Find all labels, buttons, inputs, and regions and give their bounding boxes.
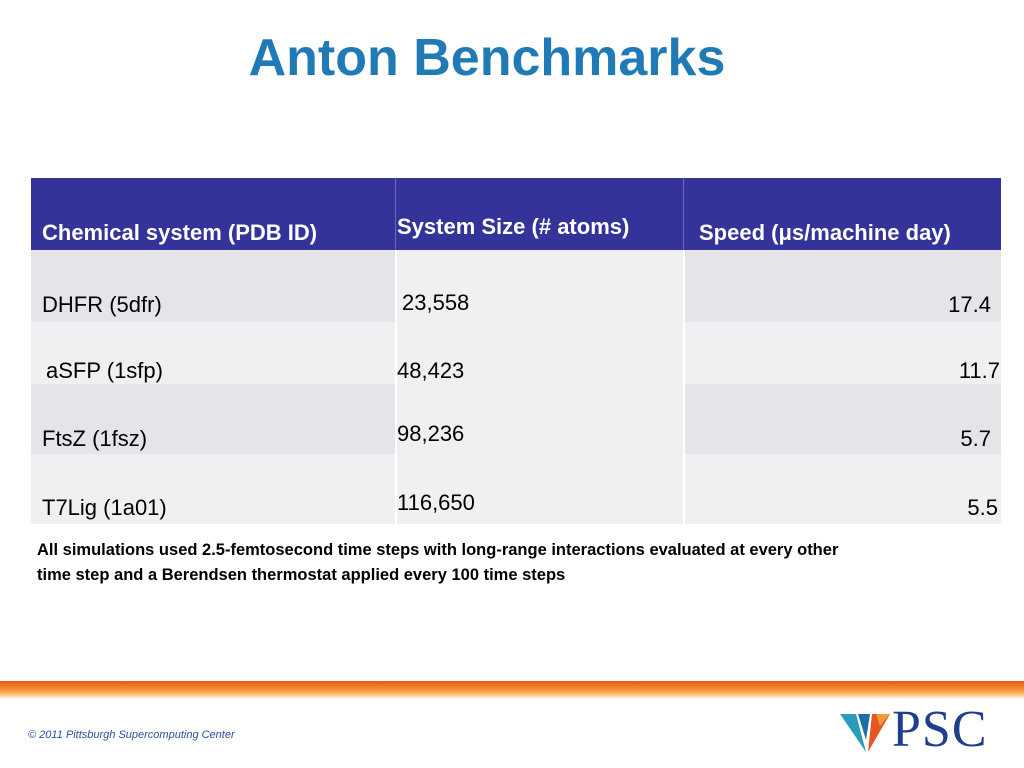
header-chemical-system: Chemical system (PDB ID)	[42, 220, 318, 245]
simulation-note: All simulations used 2.5-femtosecond tim…	[37, 541, 839, 584]
benchmark-table: Chemical system (PDB ID) System Size (# …	[31, 178, 1001, 524]
cell-size: 48,423	[397, 358, 465, 383]
cell-system: T7Lig (1a01)	[42, 495, 167, 520]
cell-size: 116,650	[397, 490, 475, 515]
header-speed: Speed (μs/machine day)	[699, 220, 951, 245]
table-row: DHFR (5dfr) 23,558 17.4	[31, 250, 1001, 322]
header-divider	[395, 178, 396, 250]
cell-system: FtsZ (1fsz)	[42, 426, 148, 451]
cell-system: DHFR (5dfr)	[42, 292, 162, 317]
cell-speed: 5.5	[967, 495, 998, 520]
cell-speed: 17.4	[948, 292, 991, 317]
cell-size: 98,236	[397, 421, 465, 446]
copyright-text: © 2011 Pittsburgh Supercomputing Center	[28, 729, 235, 741]
psc-logo-text: PSC	[892, 701, 988, 758]
header-divider	[683, 178, 684, 250]
cell-speed: 5.7	[960, 426, 991, 451]
header-system-size: System Size (# atoms)	[397, 214, 630, 239]
table-header: Chemical system (PDB ID) System Size (# …	[31, 178, 1001, 250]
table-row: T7Lig (1a01) 116,650 5.5	[31, 454, 1001, 524]
table-row: FtsZ (1fsz) 98,236 5.7	[31, 384, 1001, 454]
psc-logo-emblem-icon	[840, 714, 890, 752]
cell-system: aSFP (1sfp)	[46, 358, 163, 383]
cell-speed: 11.7	[958, 358, 1000, 383]
cell-size: 23,558	[402, 290, 470, 315]
slide-title: Anton Benchmarks	[248, 29, 726, 87]
table-row: aSFP (1sfp) 48,423 11.7	[31, 322, 1001, 384]
footer-gradient-bar	[0, 681, 1024, 699]
psc-logo: PSC	[840, 701, 1000, 764]
